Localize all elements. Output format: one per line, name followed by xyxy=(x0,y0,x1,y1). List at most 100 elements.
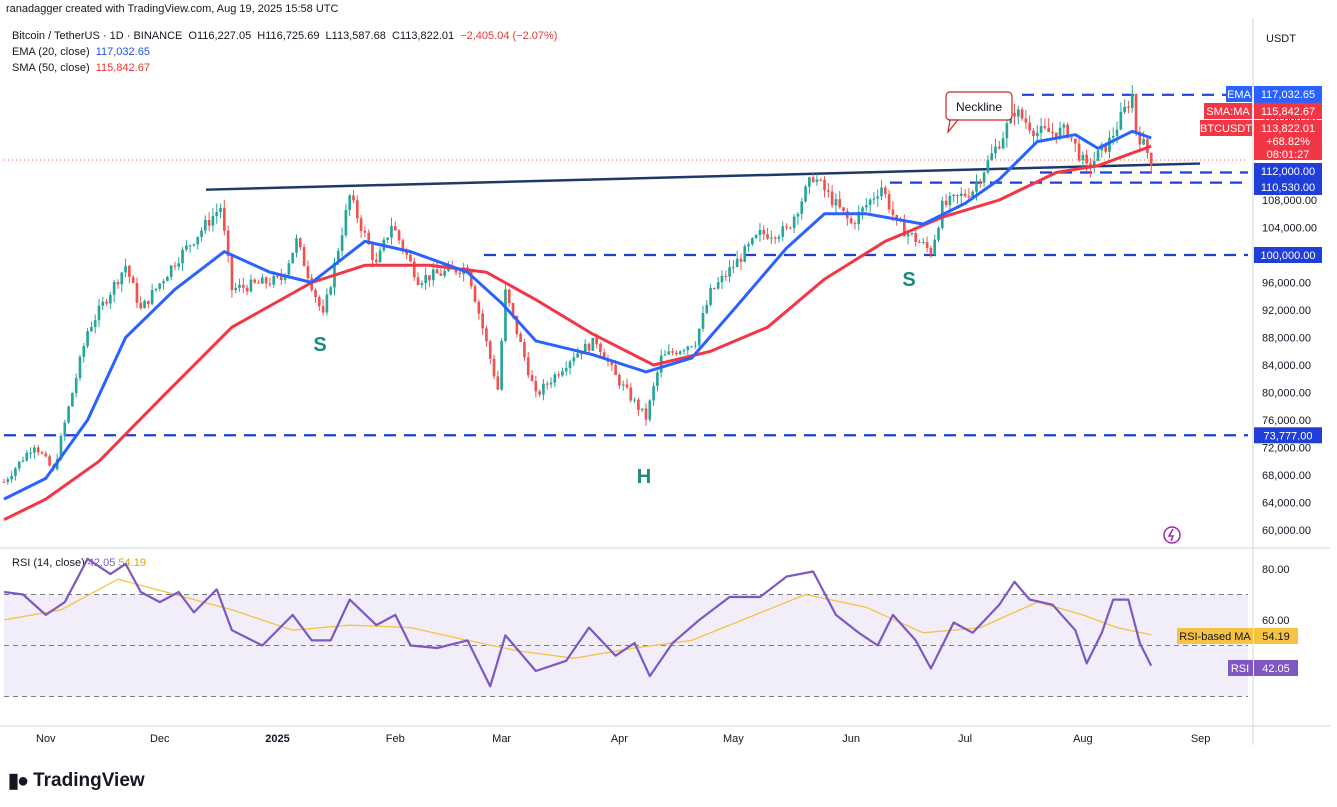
candle-body xyxy=(166,276,169,282)
candle-body xyxy=(557,374,560,376)
rsi-legend-value: 42.05 xyxy=(87,557,116,569)
candle-body xyxy=(705,304,709,314)
candle-body xyxy=(245,287,249,292)
candle-body xyxy=(82,346,86,357)
x-tick-label: Nov xyxy=(36,733,56,745)
candle-body xyxy=(204,219,207,231)
pattern-label-head: H xyxy=(637,466,651,488)
level-tag: 112,000.00 xyxy=(1261,166,1315,178)
y-tick-label: 108,000.00 xyxy=(1262,195,1317,207)
y-tick-label: 68,000.00 xyxy=(1262,470,1311,482)
candle-body xyxy=(416,277,420,285)
candle-body xyxy=(549,382,553,385)
x-tick-label: 2025 xyxy=(265,733,289,745)
candle-body xyxy=(595,337,598,344)
candle-body xyxy=(511,303,515,316)
candle-body xyxy=(538,391,541,395)
candle-body xyxy=(789,227,792,229)
candle-body xyxy=(74,377,78,393)
candle-body xyxy=(842,207,845,212)
rsi-ma-tag-value-bg xyxy=(1254,628,1298,644)
sma-legend-label[interactable]: SMA (50, close) xyxy=(12,62,90,74)
candle-body xyxy=(325,294,329,313)
candle-body xyxy=(2,481,6,483)
candle-body xyxy=(485,328,488,342)
candle-body xyxy=(1035,132,1039,137)
candle-body xyxy=(1047,127,1050,132)
candle-body xyxy=(162,281,165,284)
candle-body xyxy=(675,352,678,355)
x-tick-label: Apr xyxy=(611,733,628,745)
candle-body xyxy=(1092,160,1096,168)
candle-body xyxy=(154,288,158,291)
rsi-ma-tag-value: 54.19 xyxy=(1262,631,1290,643)
candle-body xyxy=(724,275,728,277)
candle-body xyxy=(602,352,606,360)
candles xyxy=(2,85,1153,485)
price-tags: 123,300.00EMA117,032.65SMA:MA115,842.67B… xyxy=(1177,86,1322,676)
candle-body xyxy=(864,205,868,208)
candle-body xyxy=(135,282,139,303)
candle-body xyxy=(173,265,177,267)
candle-body xyxy=(747,244,750,247)
tradingview-logo[interactable]: ▮● TradingView xyxy=(8,768,145,793)
candle-body xyxy=(800,201,804,214)
candle-body xyxy=(329,287,333,295)
candle-body xyxy=(1104,144,1107,152)
ema-legend-value: 117,032.65 xyxy=(95,46,150,58)
candle-body xyxy=(1142,139,1145,145)
candle-body xyxy=(14,468,17,476)
candle-body xyxy=(363,230,367,233)
candle-body xyxy=(1032,130,1035,137)
candle-body xyxy=(644,408,648,420)
symbol-label[interactable]: Bitcoin / TetherUS · 1D · BINANCE xyxy=(12,30,183,42)
ohlc-close: C113,822.01 xyxy=(391,30,455,42)
candle-body xyxy=(997,146,1001,149)
candle-body xyxy=(975,182,978,192)
rsi-ma-tag-label-bg xyxy=(1177,628,1253,644)
candle-body xyxy=(222,207,226,231)
price-legend: Bitcoin / TetherUS · 1D · BINANCE O116,2… xyxy=(12,28,560,76)
candle-body xyxy=(321,306,325,313)
pattern-label-right-shoulder: S xyxy=(902,269,915,291)
candle-body xyxy=(238,284,241,288)
candle-body xyxy=(773,237,777,239)
candle-body xyxy=(526,357,530,376)
candle-body xyxy=(139,302,143,309)
candle-body xyxy=(336,250,340,263)
candle-body xyxy=(412,261,416,278)
rsi-legend-label[interactable]: RSI (14, close) xyxy=(12,557,85,569)
candle-body xyxy=(948,196,952,206)
candle-body xyxy=(279,275,283,281)
candle-body xyxy=(93,320,97,328)
candle-body xyxy=(481,313,484,329)
y-tick-label: 60,000.00 xyxy=(1262,525,1311,537)
x-tick-label: May xyxy=(723,733,744,745)
ema-legend-label[interactable]: EMA (20, close) xyxy=(12,46,90,58)
btc-tag-label-bg xyxy=(1200,120,1252,136)
candle-body xyxy=(625,384,629,388)
candle-body xyxy=(599,343,602,353)
candle-body xyxy=(614,364,617,375)
candle-body xyxy=(561,371,564,376)
candle-body xyxy=(1066,124,1069,138)
candle-body xyxy=(883,187,887,195)
candle-body xyxy=(230,255,234,291)
candle-body xyxy=(933,239,937,255)
candle-body xyxy=(751,238,754,245)
candle-body xyxy=(352,195,355,201)
candle-body xyxy=(811,177,815,182)
candle-body xyxy=(804,186,807,202)
candle-body xyxy=(963,193,967,197)
candle-body xyxy=(431,269,435,281)
x-tick-label: Sep xyxy=(1191,733,1211,745)
x-tick-label: Mar xyxy=(492,733,511,745)
candle-body xyxy=(591,337,595,351)
candle-body xyxy=(629,387,633,401)
candle-body xyxy=(158,283,162,289)
candle-body xyxy=(678,351,682,355)
y-tick-label: 88,000.00 xyxy=(1262,333,1311,345)
candle-body xyxy=(857,211,861,225)
candle-body xyxy=(109,294,112,304)
